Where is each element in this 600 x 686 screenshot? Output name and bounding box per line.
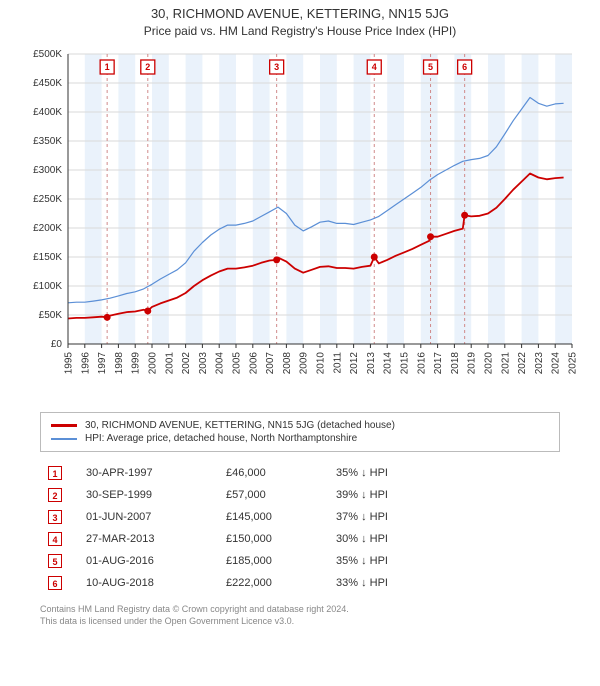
sale-delta: 39% ↓ HPI <box>336 489 456 501</box>
sale-delta: 35% ↓ HPI <box>336 467 456 479</box>
svg-text:£150K: £150K <box>33 252 62 263</box>
sale-date: 30-APR-1997 <box>86 467 226 479</box>
sale-price: £222,000 <box>226 577 336 589</box>
sale-price: £46,000 <box>226 467 336 479</box>
sale-marker-badge: 1 <box>48 466 62 480</box>
sale-marker-badge: 4 <box>48 532 62 546</box>
svg-text:£500K: £500K <box>33 49 62 60</box>
svg-text:2023: 2023 <box>534 352 545 375</box>
page: 30, RICHMOND AVENUE, KETTERING, NN15 5JG… <box>0 6 600 686</box>
svg-text:5: 5 <box>428 62 433 72</box>
svg-text:2004: 2004 <box>215 352 226 375</box>
chart-title: 30, RICHMOND AVENUE, KETTERING, NN15 5JG <box>0 6 600 21</box>
svg-text:2016: 2016 <box>416 352 427 375</box>
svg-text:1998: 1998 <box>114 352 125 375</box>
sale-marker-badge: 2 <box>48 488 62 502</box>
svg-text:2018: 2018 <box>450 352 461 375</box>
svg-text:3: 3 <box>274 62 279 72</box>
chart-legend: 30, RICHMOND AVENUE, KETTERING, NN15 5JG… <box>40 412 560 452</box>
sale-date: 01-AUG-2016 <box>86 555 226 567</box>
sale-price: £150,000 <box>226 533 336 545</box>
svg-text:£300K: £300K <box>33 165 62 176</box>
sale-marker-badge: 3 <box>48 510 62 524</box>
legend-label: 30, RICHMOND AVENUE, KETTERING, NN15 5JG… <box>85 420 395 431</box>
sale-delta: 30% ↓ HPI <box>336 533 456 545</box>
svg-text:1999: 1999 <box>131 352 142 375</box>
svg-text:2010: 2010 <box>316 352 327 375</box>
sales-table: 130-APR-1997£46,00035% ↓ HPI230-SEP-1999… <box>40 462 560 594</box>
svg-text:£100K: £100K <box>33 281 62 292</box>
table-row: 3 01-JUN-2007£145,00037% ↓ HPI <box>40 506 560 528</box>
sale-price: £145,000 <box>226 511 336 523</box>
footer-line: Contains HM Land Registry data © Crown c… <box>40 604 560 616</box>
svg-text:2002: 2002 <box>181 352 192 375</box>
table-row: 1 30-APR-1997£46,00035% ↓ HPI <box>40 462 560 484</box>
svg-text:2020: 2020 <box>484 352 495 375</box>
sale-date: 30-SEP-1999 <box>86 489 226 501</box>
svg-text:£450K: £450K <box>33 78 62 89</box>
legend-swatch <box>51 438 77 440</box>
legend-item: HPI: Average price, detached house, Nort… <box>51 432 549 445</box>
svg-text:2: 2 <box>145 62 150 72</box>
sale-marker-badge: 5 <box>48 554 62 568</box>
svg-text:£400K: £400K <box>33 107 62 118</box>
svg-text:£250K: £250K <box>33 194 62 205</box>
table-row: 5 01-AUG-2016£185,00035% ↓ HPI <box>40 550 560 572</box>
footer-line: This data is licensed under the Open Gov… <box>40 616 560 628</box>
svg-text:2009: 2009 <box>299 352 310 375</box>
svg-text:2025: 2025 <box>568 352 579 375</box>
sale-delta: 37% ↓ HPI <box>336 511 456 523</box>
sale-delta: 33% ↓ HPI <box>336 577 456 589</box>
svg-text:4: 4 <box>372 62 377 72</box>
sale-price: £185,000 <box>226 555 336 567</box>
svg-text:1995: 1995 <box>64 352 75 375</box>
svg-text:1996: 1996 <box>80 352 91 375</box>
sale-date: 10-AUG-2018 <box>86 577 226 589</box>
chart-subtitle: Price paid vs. HM Land Registry's House … <box>0 24 600 38</box>
legend-swatch <box>51 424 77 427</box>
table-row: 2 30-SEP-1999£57,00039% ↓ HPI <box>40 484 560 506</box>
svg-text:2024: 2024 <box>551 352 562 375</box>
svg-text:2022: 2022 <box>517 352 528 375</box>
chart-area: £0 £50K £100K £150K £200K £250K £300K £350K £400… <box>20 44 580 404</box>
svg-text:£350K: £350K <box>33 136 62 147</box>
svg-text:£50K: £50K <box>39 310 63 321</box>
svg-text:2005: 2005 <box>232 352 243 375</box>
svg-text:2013: 2013 <box>366 352 377 375</box>
svg-text:£200K: £200K <box>33 223 62 234</box>
table-row: 6 10-AUG-2018£222,00033% ↓ HPI <box>40 572 560 594</box>
svg-text:2011: 2011 <box>332 352 343 374</box>
svg-text:2015: 2015 <box>400 352 411 375</box>
legend-item: 30, RICHMOND AVENUE, KETTERING, NN15 5JG… <box>51 419 549 432</box>
svg-text:2019: 2019 <box>467 352 478 375</box>
svg-text:2003: 2003 <box>198 352 209 375</box>
line-chart: £0 £50K £100K £150K £200K £250K £300K £350K £400… <box>20 44 580 404</box>
svg-text:£0: £0 <box>51 339 63 350</box>
svg-text:2014: 2014 <box>383 352 394 375</box>
svg-text:2006: 2006 <box>248 352 259 375</box>
svg-text:2007: 2007 <box>265 352 276 375</box>
svg-text:2021: 2021 <box>500 352 511 375</box>
sale-date: 01-JUN-2007 <box>86 511 226 523</box>
sale-price: £57,000 <box>226 489 336 501</box>
svg-text:1997: 1997 <box>97 352 108 375</box>
legend-label: HPI: Average price, detached house, Nort… <box>85 433 357 444</box>
sale-marker-badge: 6 <box>48 576 62 590</box>
svg-text:1: 1 <box>105 62 110 72</box>
svg-text:2017: 2017 <box>433 352 444 375</box>
footer-attribution: Contains HM Land Registry data © Crown c… <box>40 604 560 627</box>
sale-delta: 35% ↓ HPI <box>336 555 456 567</box>
sale-date: 27-MAR-2013 <box>86 533 226 545</box>
svg-text:2008: 2008 <box>282 352 293 375</box>
svg-text:2000: 2000 <box>148 352 159 375</box>
svg-text:6: 6 <box>462 62 467 72</box>
svg-text:2001: 2001 <box>164 352 175 375</box>
svg-text:2012: 2012 <box>349 352 360 375</box>
table-row: 4 27-MAR-2013£150,00030% ↓ HPI <box>40 528 560 550</box>
